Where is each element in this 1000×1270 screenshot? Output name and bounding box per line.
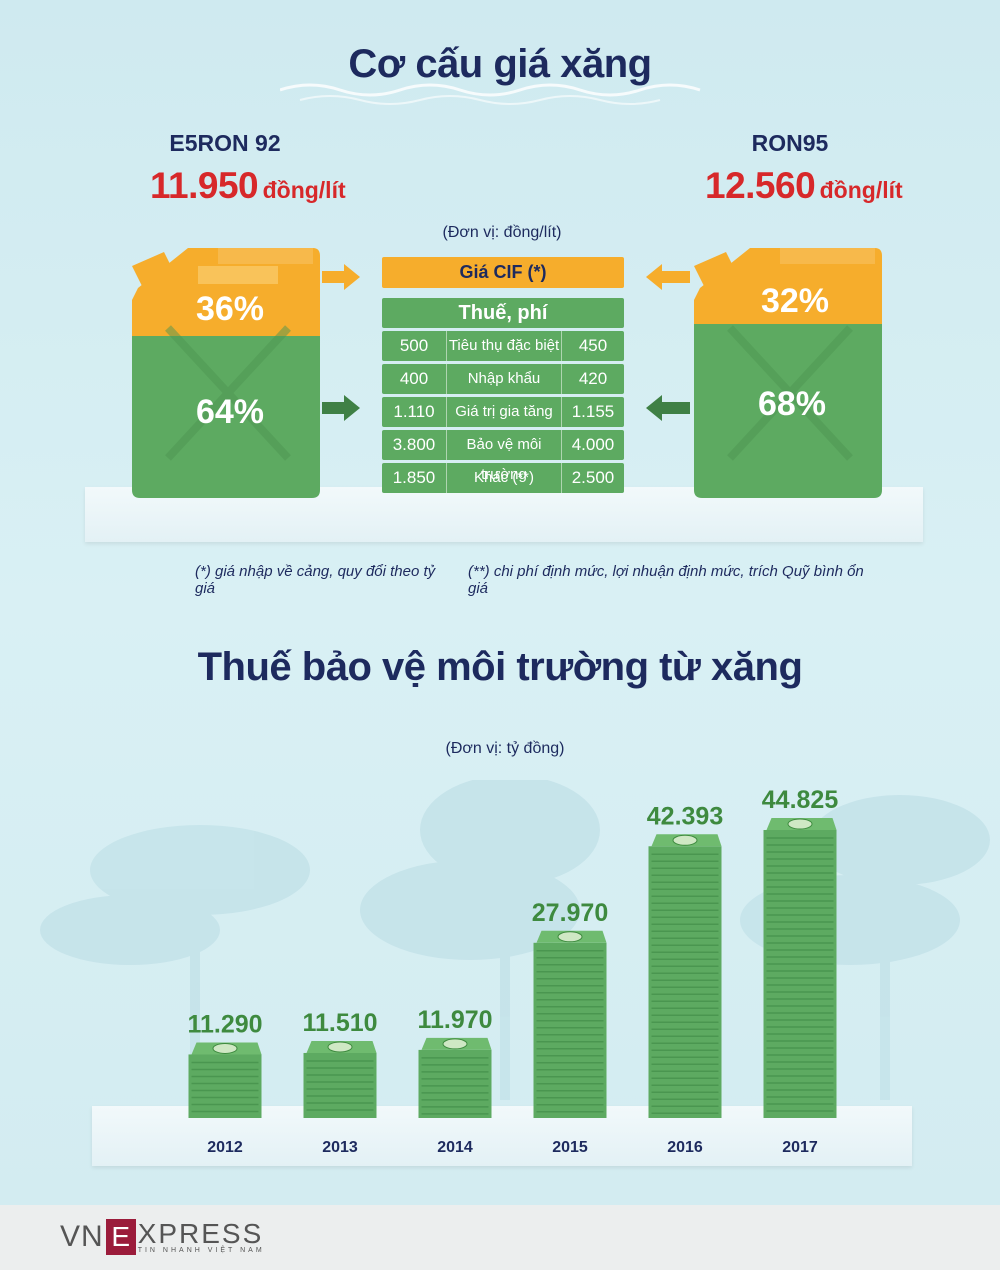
x-tick-label: 2013 bbox=[322, 1139, 358, 1156]
right-fuel-name: RON95 bbox=[751, 130, 829, 156]
tax-right-value: 420 bbox=[578, 369, 608, 388]
tax-left-value: 1.850 bbox=[392, 468, 436, 487]
tax-table: 500 Tiêu thụ đặc biệt 450 400 Nhập khẩu … bbox=[382, 331, 624, 493]
tax-left-value: 400 bbox=[399, 369, 429, 388]
tax-left-value: 1.110 bbox=[393, 402, 435, 421]
left-arrow-cif-icon bbox=[322, 264, 360, 290]
cif-label: Giá CIF (*) bbox=[382, 257, 624, 288]
bar-value-label: 11.970 bbox=[417, 1006, 492, 1034]
right-jerrycan bbox=[694, 248, 882, 498]
bar-2013 bbox=[303, 1040, 377, 1118]
footnote-cif: (*) giá nhập về cảng, quy đổi theo tỷ gi… bbox=[195, 563, 436, 597]
right-cif-pct: 32% bbox=[760, 282, 830, 320]
tax-right-value: 4.000 bbox=[571, 435, 615, 454]
section2-unit-label: (Đơn vị: tỷ đồng) bbox=[445, 740, 565, 757]
vnexpress-logo: VN E XPRESS TIN NHANH VIỆT NAM bbox=[60, 1219, 265, 1255]
x-tick-label: 2016 bbox=[667, 1139, 703, 1156]
logo-tagline: TIN NHANH VIỆT NAM bbox=[137, 1246, 265, 1254]
tax-left-value: 500 bbox=[399, 336, 429, 355]
right-arrow-tax-icon bbox=[646, 395, 690, 421]
tax-left-value: 3.800 bbox=[392, 435, 436, 454]
bar-value-label: 11.510 bbox=[302, 1009, 377, 1037]
bar-value-label: 11.290 bbox=[187, 1010, 262, 1038]
right-price-block: 12.560 đồng/lít bbox=[705, 165, 925, 207]
bar-2016 bbox=[648, 834, 722, 1118]
tax-right-value: 2.500 bbox=[571, 468, 615, 487]
tax-label: Bảo vệ môi trường bbox=[446, 430, 562, 483]
right-price: 12.560 bbox=[705, 165, 816, 206]
tax-right-value: 1.155 bbox=[571, 402, 615, 421]
left-cif-pct: 36% bbox=[195, 290, 265, 328]
logo-e-mark-icon: E bbox=[105, 1219, 136, 1255]
left-fuel-name: E5RON 92 bbox=[169, 130, 281, 156]
left-price: 11.950 bbox=[150, 165, 259, 206]
right-arrow-cif-icon bbox=[646, 264, 690, 290]
bar-2014 bbox=[418, 1037, 492, 1118]
left-price-block: 11.950 đồng/lít bbox=[150, 165, 370, 207]
left-price-unit: đồng/lít bbox=[262, 177, 346, 203]
title-wave-decoration bbox=[280, 83, 701, 105]
tax-header: Thuế, phí bbox=[382, 298, 624, 328]
bar-2017 bbox=[763, 818, 837, 1118]
tax-row: 1.850 Khác (**) 2.500 bbox=[382, 463, 624, 493]
x-tick-label: 2015 bbox=[552, 1139, 588, 1156]
left-jerrycan bbox=[132, 248, 320, 498]
bar-2012 bbox=[188, 1042, 262, 1118]
right-price-unit: đồng/lít bbox=[819, 177, 903, 203]
tax-label: Nhập khẩu bbox=[446, 364, 562, 394]
x-tick-label: 2012 bbox=[207, 1139, 243, 1156]
footnote-other: (**) chi phí định mức, lợi nhuận định mứ… bbox=[468, 563, 864, 597]
tax-label: Tiêu thụ đặc biệt bbox=[446, 331, 562, 361]
tax-row: 500 Tiêu thụ đặc biệt 450 bbox=[382, 331, 624, 361]
x-tick-label: 2017 bbox=[782, 1139, 818, 1156]
tax-row: 400 Nhập khẩu 420 bbox=[382, 364, 624, 394]
logo-vn: VN bbox=[60, 1220, 104, 1253]
left-arrow-tax-icon bbox=[322, 395, 360, 421]
tax-label: Giá trị gia tăng bbox=[446, 397, 562, 427]
section1-unit-label: (Đơn vị: đồng/lít) bbox=[442, 224, 562, 241]
section1-title: Cơ cấu giá xăng bbox=[348, 42, 652, 86]
bar-value-label: 27.970 bbox=[532, 899, 608, 927]
tax-label: Khác (**) bbox=[446, 463, 562, 493]
bar-chart: 11.290 2012 11.510 2013 11.970 2014 27.970 2015… bbox=[187, 786, 839, 1156]
x-tick-label: 2014 bbox=[437, 1139, 473, 1156]
left-tax-pct: 64% bbox=[195, 393, 265, 431]
right-tax-pct: 68% bbox=[757, 385, 827, 423]
logo-express: XPRESS bbox=[137, 1217, 264, 1249]
tax-row: 1.110 Giá trị gia tăng 1.155 bbox=[382, 397, 624, 427]
section2-title: Thuế bảo vệ môi trường từ xăng bbox=[197, 645, 803, 689]
tax-row: 3.800 Bảo vệ môi trường 4.000 bbox=[382, 430, 624, 483]
bar-value-label: 42.393 bbox=[647, 802, 723, 830]
bar-value-label: 44.825 bbox=[762, 786, 839, 814]
tax-right-value: 450 bbox=[578, 336, 608, 355]
bar-2015 bbox=[533, 930, 607, 1118]
footer: VN E XPRESS TIN NHANH VIỆT NAM bbox=[0, 1205, 1000, 1270]
